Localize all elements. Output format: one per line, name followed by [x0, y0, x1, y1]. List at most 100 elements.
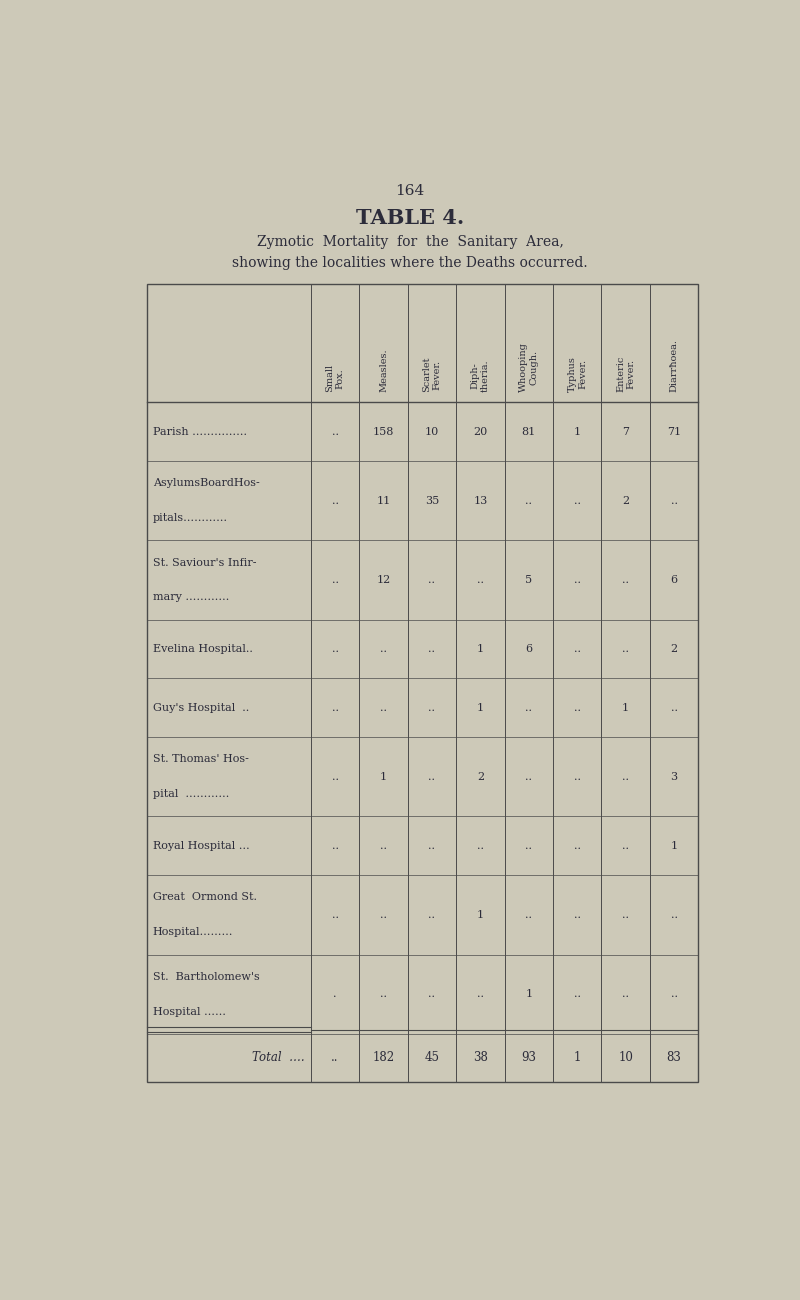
Text: Enteric
Fever.: Enteric Fever. [616, 356, 635, 393]
Text: ..: .. [574, 644, 581, 654]
Text: .: . [334, 989, 337, 1000]
Text: 2: 2 [670, 644, 678, 654]
Text: ..: .. [331, 772, 338, 781]
Text: Measles.: Measles. [379, 348, 388, 393]
Text: Hospital ……: Hospital …… [153, 1006, 226, 1017]
Text: ..: .. [622, 575, 629, 585]
Text: ..: .. [331, 910, 338, 920]
Text: ..: .. [574, 910, 581, 920]
Text: ..: .. [331, 1052, 338, 1065]
Text: 1: 1 [477, 644, 484, 654]
Text: St.  Bartholomew's: St. Bartholomew's [153, 972, 259, 982]
Text: St. Thomas' Hos-: St. Thomas' Hos- [153, 754, 249, 764]
Text: ..: .. [380, 910, 387, 920]
Text: 6: 6 [670, 575, 678, 585]
Text: 5: 5 [526, 575, 532, 585]
Text: 2: 2 [477, 772, 484, 781]
Text: 182: 182 [372, 1052, 394, 1065]
Text: ..: .. [477, 989, 484, 1000]
Text: 3: 3 [670, 772, 678, 781]
Text: ..: .. [526, 910, 532, 920]
Text: ..: .. [574, 703, 581, 712]
Text: Parish ……………: Parish …………… [153, 426, 247, 437]
Text: Guy's Hospital  ..: Guy's Hospital .. [153, 703, 249, 712]
Text: Whooping
Cough.: Whooping Cough. [519, 342, 538, 393]
Text: Diarrħoea.: Diarrħoea. [670, 339, 678, 393]
Text: ..: .. [331, 426, 338, 437]
Text: 35: 35 [425, 495, 439, 506]
Text: ..: .. [526, 703, 532, 712]
Text: 1: 1 [526, 989, 532, 1000]
Text: 11: 11 [376, 495, 390, 506]
Text: ..: .. [428, 910, 435, 920]
Text: ..: .. [477, 575, 484, 585]
Text: ..: .. [428, 989, 435, 1000]
Text: Royal Hospital …: Royal Hospital … [153, 841, 250, 852]
Text: 1: 1 [477, 703, 484, 712]
Text: 10: 10 [618, 1052, 633, 1065]
Text: ..: .. [574, 495, 581, 506]
Text: 13: 13 [474, 495, 487, 506]
Text: ..: .. [526, 495, 532, 506]
Text: ..: .. [331, 703, 338, 712]
Text: 1: 1 [622, 703, 630, 712]
Text: 71: 71 [667, 426, 681, 437]
Text: 1: 1 [477, 910, 484, 920]
Text: ..: .. [622, 910, 629, 920]
Text: ..: .. [380, 644, 387, 654]
Text: ..: .. [477, 841, 484, 852]
Text: ..: .. [574, 772, 581, 781]
Text: Small
Pox.: Small Pox. [326, 364, 345, 393]
Text: ..: .. [331, 644, 338, 654]
Text: ..: .. [428, 644, 435, 654]
Text: ..: .. [622, 644, 629, 654]
Text: ..: .. [574, 841, 581, 852]
Text: 20: 20 [474, 426, 487, 437]
Text: ..: .. [331, 495, 338, 506]
Text: 164: 164 [395, 185, 425, 198]
Text: Evelina Hospital..: Evelina Hospital.. [153, 644, 253, 654]
Text: St. Saviour's Infir-: St. Saviour's Infir- [153, 558, 256, 568]
Text: 1: 1 [574, 1052, 581, 1065]
Text: ..: .. [574, 575, 581, 585]
Text: 6: 6 [526, 644, 532, 654]
Text: 38: 38 [473, 1052, 488, 1065]
Text: ..: .. [428, 841, 435, 852]
Text: ..: .. [331, 841, 338, 852]
Text: 10: 10 [425, 426, 439, 437]
Text: Total  ….: Total …. [252, 1052, 305, 1065]
Text: ..: .. [670, 910, 678, 920]
Text: Typhus
Fever.: Typhus Fever. [567, 356, 587, 393]
Text: ..: .. [526, 772, 532, 781]
Text: showing the localities where the Deaths occurred.: showing the localities where the Deaths … [232, 256, 588, 270]
Text: ..: .. [380, 841, 387, 852]
Text: pitals…………: pitals………… [153, 514, 228, 523]
Text: mary …………: mary ………… [153, 593, 229, 602]
Text: 158: 158 [373, 426, 394, 437]
Text: ..: .. [428, 575, 435, 585]
Text: Hospital………: Hospital……… [153, 927, 234, 937]
Text: 7: 7 [622, 426, 629, 437]
Text: 12: 12 [376, 575, 390, 585]
Text: ..: .. [622, 989, 629, 1000]
Text: Great  Ormond St.: Great Ormond St. [153, 892, 257, 902]
Text: ..: .. [428, 703, 435, 712]
Text: ..: .. [574, 989, 581, 1000]
Text: 93: 93 [522, 1052, 536, 1065]
Text: 45: 45 [424, 1052, 439, 1065]
Text: ..: .. [670, 703, 678, 712]
Text: ..: .. [526, 841, 532, 852]
Text: ..: .. [380, 989, 387, 1000]
Text: ..: .. [622, 841, 629, 852]
Text: 2: 2 [622, 495, 630, 506]
Text: 1: 1 [380, 772, 387, 781]
Text: ..: .. [380, 703, 387, 712]
Text: TABLE 4.: TABLE 4. [356, 208, 464, 227]
Text: 81: 81 [522, 426, 536, 437]
Text: AsylumsBoardHos-: AsylumsBoardHos- [153, 478, 259, 489]
Text: Zymotic  Mortality  for  the  Sanitary  Area,: Zymotic Mortality for the Sanitary Area, [257, 235, 563, 250]
Text: ..: .. [670, 495, 678, 506]
Text: 1: 1 [670, 841, 678, 852]
Text: ..: .. [622, 772, 629, 781]
Text: ..: .. [428, 772, 435, 781]
